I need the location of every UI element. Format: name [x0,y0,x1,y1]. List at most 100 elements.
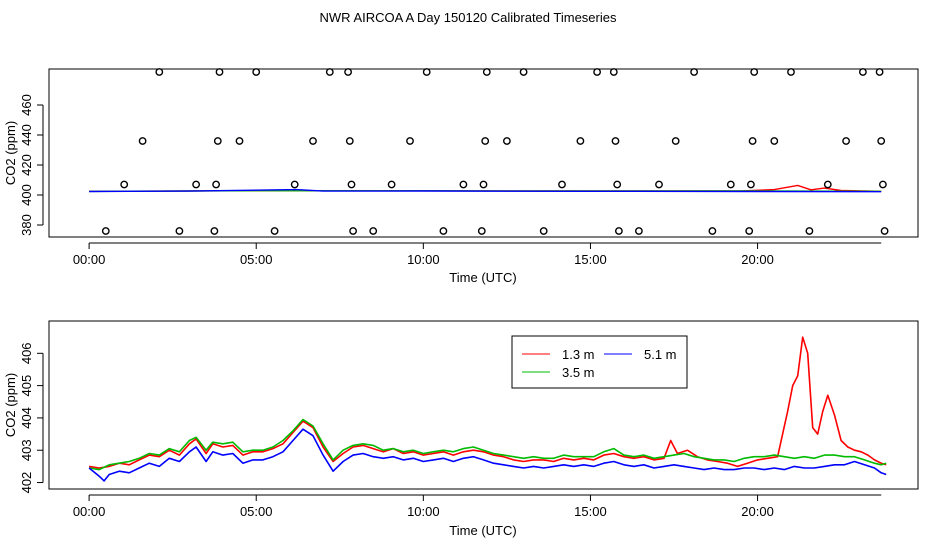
series-line-1-3-m [88,336,887,469]
outlier-point [213,137,222,145]
outlier-point [708,227,717,235]
y-tick-label: 420 [19,154,34,176]
outlier-point [539,227,548,235]
outlier-point [726,180,735,189]
legend-label-5-1m: 5.1 m [644,347,677,362]
legend-label-1-3m: 1.3 m [562,347,595,362]
outlier-point [613,180,622,189]
panel-2-frame [48,320,919,490]
outlier-point [593,68,601,76]
outlier-point [875,68,884,76]
panel-2-x-axis: 00:00 05:00 10:00 15:00 20:00 [73,494,882,519]
x-tick-label: 15:00 [574,504,607,519]
outlier-point [787,68,795,76]
panel-1: 00:00 05:00 10:00 15:00 20:00 380 420 460 400 44… [3,68,919,285]
legend-box [511,335,688,389]
x-tick-label: 15:00 [574,252,607,267]
panel-1-ylabel: CO2 (ppm) [3,121,18,185]
y-tick-minor-label: 405 [19,375,34,397]
outlier-point [210,227,219,235]
outlier-point [270,227,279,235]
panel-2-series [88,336,887,482]
outlier-point [877,137,886,145]
panel-2-xlabel: Time (UTC) [449,523,516,538]
outlier-point [138,137,147,145]
outlier-point [192,180,201,189]
outlier-point [406,137,414,145]
panel-1-outliers [101,68,889,235]
x-tick-label: 10:00 [407,252,440,267]
x-tick-label: 20:00 [741,504,774,519]
series-line-5-1-m [88,428,887,482]
outlier-point [309,137,317,145]
outlier-point [615,227,623,235]
y-tick-label: 380 [19,214,34,236]
x-tick-label: 05:00 [240,504,273,519]
panel-1-xlabel: Time (UTC) [449,270,516,285]
outlier-point [459,180,468,189]
x-tick-label: 20:00 [741,252,774,267]
y-tick-label: 402 [19,472,34,494]
outlier-point [748,137,757,145]
outlier-point [859,68,867,76]
outlier-point [175,227,184,235]
y-tick-minor-label: 403 [19,439,34,461]
outlier-point [387,180,396,189]
outlier-point [369,227,378,235]
outlier-point [519,68,528,76]
outlier-point [880,227,889,235]
outlier-point [477,227,486,235]
outlier-point [770,137,779,145]
panel-1-frame [48,68,919,238]
outlier-point [635,227,643,235]
outlier-point [235,137,244,145]
outlier-point [345,137,354,145]
outlier-point [481,137,490,145]
y-tick-label: 460 [19,94,34,116]
outlier-point [482,68,491,76]
panel-1-x-axis: 00:00 05:00 10:00 15:00 20:00 [73,242,882,267]
y-tick-minor-label: 400 [19,184,34,206]
series-line-3-5-m [88,418,887,471]
outlier-point [212,180,221,189]
x-tick-label: 10:00 [407,504,440,519]
outlier-point [439,227,448,235]
outlier-point [879,180,887,189]
outlier-point [745,227,754,235]
outlier-point [805,227,814,235]
outlier-point [344,68,352,76]
outlier-point [823,180,832,189]
outlier-point [325,68,334,76]
panel-2: 00:00 05:00 10:00 15:00 20:00 40240440640340… [3,320,919,538]
outlier-point [502,137,511,145]
panel-2-ylabel: CO2 (ppm) [3,373,18,437]
panel-2-y-axis: 402 404 406 403 405 [19,342,44,494]
outlier-point [655,180,663,189]
outlier-point [349,227,357,235]
legend: 1.3 m 3.5 m 5.1 m [511,335,688,389]
outlier-point [422,68,431,76]
x-tick-label: 00:00 [73,252,106,267]
outlier-point [750,68,759,76]
x-tick-label: 05:00 [240,252,273,267]
outlier-point [576,137,585,145]
outlier-point [842,137,850,145]
outlier-point [252,68,261,76]
outlier-point [101,227,110,235]
outlier-point [347,180,356,189]
outlier-point [690,68,698,76]
outlier-point [155,68,164,76]
outlier-point [558,180,566,189]
outlier-point [747,180,755,189]
x-tick-label: 00:00 [73,504,106,519]
panel-1-y-axis: 380 420 460 400 440 [19,94,44,236]
outlier-point [120,180,129,189]
y-tick-label: 406 [19,342,34,364]
series-line-2 [89,188,882,193]
outlier-point [215,68,224,76]
outlier-point [671,137,680,145]
figure-title: NWR AIRCOA A Day 150120 Calibrated Times… [320,10,617,25]
outlier-point [290,180,299,189]
legend-label-3-5m: 3.5 m [562,365,595,380]
